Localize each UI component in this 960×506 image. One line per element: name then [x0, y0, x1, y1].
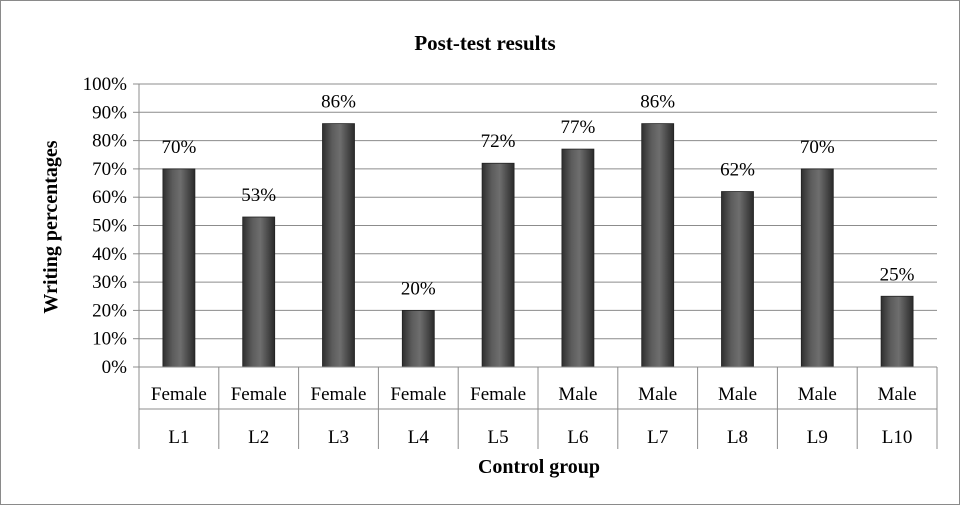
- group-label: Female: [470, 384, 526, 405]
- y-tick-label: 60%: [92, 187, 127, 208]
- category-label: L8: [727, 427, 748, 448]
- category-label: L4: [408, 427, 430, 448]
- y-tick-label: 50%: [92, 216, 127, 237]
- group-label: Male: [798, 384, 837, 405]
- category-label: L1: [168, 427, 189, 448]
- bar: [880, 295, 914, 368]
- y-tick-label: 40%: [92, 244, 127, 265]
- y-axis-ticks: 0% 10% 20% 30% 40% 50% 60% 70% 80% 90% 100%: [83, 74, 128, 378]
- bar: [481, 162, 515, 368]
- group-label: Female: [311, 384, 367, 405]
- data-label: 70%: [800, 137, 835, 158]
- bar: [561, 148, 595, 368]
- group-label: Male: [638, 384, 677, 405]
- group-label: Male: [878, 384, 917, 405]
- data-label: 20%: [401, 278, 436, 299]
- bar: [800, 168, 834, 368]
- data-labels: 70% 53% 86% 20% 72% 77% 86% 62% 70% 25%: [161, 92, 914, 300]
- data-label: 86%: [321, 92, 356, 113]
- y-tick-label: 80%: [92, 131, 127, 152]
- y-tick-label: 20%: [92, 300, 127, 321]
- data-label: 62%: [720, 160, 755, 181]
- data-label: 86%: [640, 92, 675, 113]
- group-label: Male: [718, 384, 757, 405]
- y-tick-label: 10%: [92, 329, 127, 350]
- bar: [641, 123, 675, 368]
- group-label: Male: [558, 384, 597, 405]
- y-tick-label: 90%: [92, 102, 127, 123]
- bar: [242, 216, 276, 368]
- data-label: 25%: [880, 264, 915, 285]
- group-label: Female: [390, 384, 446, 405]
- category-label: L7: [647, 427, 668, 448]
- category-label: L5: [488, 427, 509, 448]
- y-tick-label: 100%: [83, 74, 128, 95]
- chart-title: Post-test results: [414, 31, 555, 55]
- y-tick-label: 0%: [102, 357, 128, 378]
- data-label: 53%: [241, 185, 276, 206]
- category-label: L2: [248, 427, 269, 448]
- bar: [322, 123, 355, 368]
- data-label: 70%: [161, 137, 196, 158]
- category-label: L3: [328, 427, 349, 448]
- y-tick-label: 70%: [92, 159, 127, 180]
- data-label: 72%: [481, 131, 516, 152]
- bar: [162, 168, 196, 368]
- bar: [401, 309, 435, 368]
- group-label: Female: [231, 384, 287, 405]
- category-label: L6: [567, 427, 588, 448]
- category-label: L10: [882, 427, 913, 448]
- category-label: L9: [807, 427, 828, 448]
- bar: [721, 191, 754, 368]
- data-label: 77%: [560, 117, 595, 138]
- group-label: Female: [151, 384, 207, 405]
- category-table: Female L1 Female L2 Female L3 Female L4 Female L5…: [138, 366, 938, 449]
- y-axis-title: Writing percentages: [40, 140, 62, 313]
- y-tick-label: 30%: [92, 272, 127, 293]
- x-axis-title: Control group: [478, 456, 600, 478]
- bars: [162, 123, 914, 368]
